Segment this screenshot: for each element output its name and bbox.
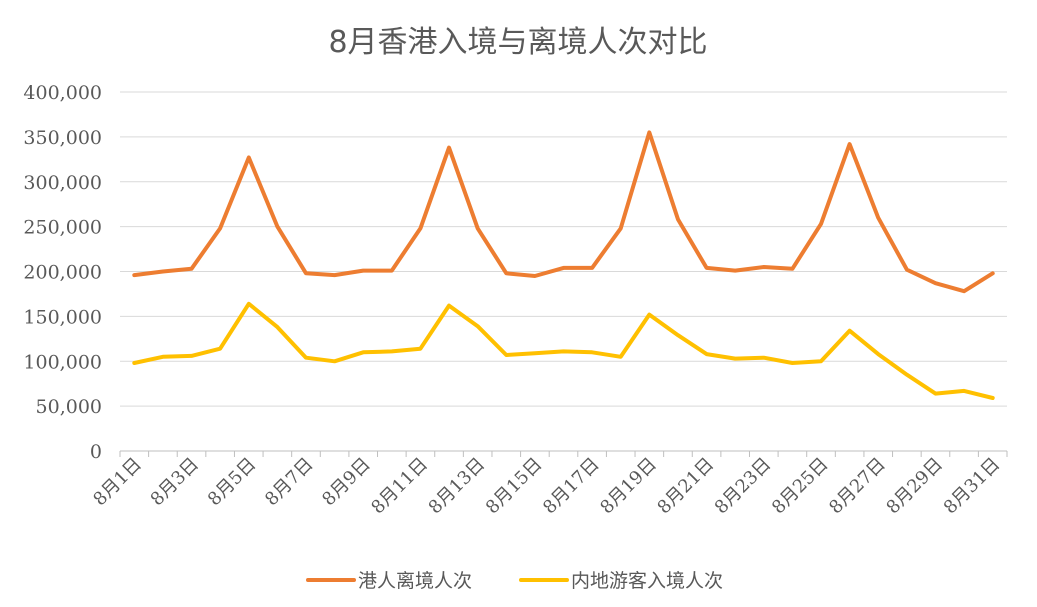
x-tick-label: 8月29日 — [882, 454, 947, 519]
y-tick-label: 400,000 — [23, 82, 102, 104]
x-tick-label: 8月11日 — [367, 454, 432, 519]
x-tick-label: 8月13日 — [425, 454, 490, 519]
x-tick-label: 8月25日 — [768, 454, 833, 519]
legend-label-0: 港人离境人次 — [358, 570, 472, 592]
y-tick-label: 50,000 — [36, 396, 102, 418]
x-tick-label: 8月19日 — [596, 454, 661, 519]
x-tick-label: 8月21日 — [653, 454, 718, 519]
y-tick-label: 200,000 — [23, 262, 102, 284]
legend-label-1: 内地游客入境人次 — [571, 570, 723, 592]
y-tick-label: 250,000 — [23, 217, 102, 239]
x-tick-label: 8月7日 — [261, 454, 318, 511]
gridlines — [119, 91, 1008, 457]
x-axis-tick-labels: 8月1日 8月3日 8月5日 8月7日 8月9日8月11日8月13日8月15日8月17日… — [89, 454, 1004, 519]
x-tick-label: 8月5日 — [204, 454, 261, 511]
y-tick-label: 350,000 — [23, 127, 102, 149]
y-tick-label: 300,000 — [23, 172, 102, 194]
x-tick-label: 8月3日 — [147, 454, 204, 511]
y-tick-label: 0 — [90, 441, 102, 463]
y-tick-label: 100,000 — [23, 351, 102, 373]
x-tick-label: 8月31日 — [940, 454, 1005, 519]
series-line-0 — [132, 130, 995, 294]
x-tick-label: 8月17日 — [539, 454, 604, 519]
x-tick-label: 8月27日 — [825, 454, 890, 519]
x-tick-label: 8月9日 — [318, 454, 375, 511]
y-axis-tick-labels: 0 50,000 100,000 150,000 200,000 250,000 300,0… — [23, 82, 102, 463]
y-tick-label: 150,000 — [23, 306, 102, 328]
series-lines — [132, 130, 995, 400]
series-line-1 — [132, 301, 995, 400]
legend: 港人离境人次 内地游客入境人次 — [306, 570, 723, 592]
chart-title: 8月香港入境与离境人次对比 — [328, 25, 707, 60]
x-tick-label: 8月15日 — [482, 454, 547, 519]
x-tick-label: 8月23日 — [711, 454, 776, 519]
